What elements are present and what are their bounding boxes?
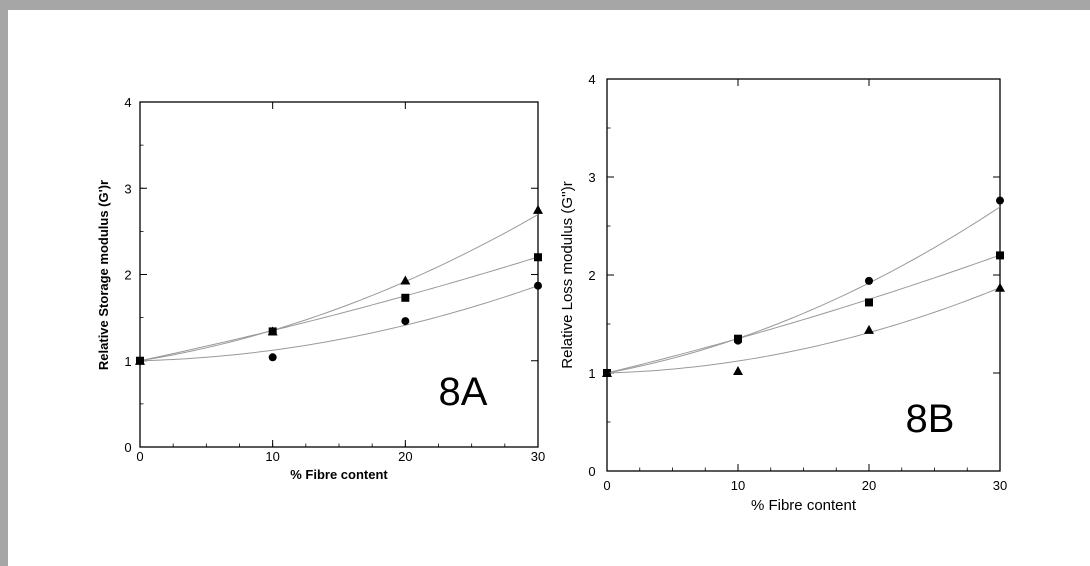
x-tick-label: 20	[862, 478, 876, 493]
panel-label: 8A	[439, 370, 488, 414]
panel-label: 8B	[906, 397, 955, 441]
x-tick-label: 0	[136, 449, 143, 464]
fit-curve-triangle	[139, 214, 539, 362]
fit-curve-circle	[139, 285, 539, 362]
y-tick-label: 2	[588, 268, 595, 283]
y-tick-label: 3	[588, 170, 595, 185]
y-tick-label: 0	[124, 440, 131, 455]
figure-frame	[8, 10, 1090, 566]
chart-panel-8b: 0 10 20 30 0 1 2 3 4 % Fibre content Relative Loss…	[559, 72, 1007, 514]
data-point-triangle	[400, 275, 411, 285]
x-tick-label: 0	[603, 478, 610, 493]
y-tick-label: 2	[124, 268, 131, 283]
y-tick-label: 4	[124, 95, 131, 110]
y-tick-label: 3	[124, 181, 131, 196]
top-border	[0, 0, 1090, 10]
fit-curve-circle	[606, 206, 1001, 374]
data-point-circle	[996, 196, 1004, 205]
data-point-triangle	[864, 324, 874, 334]
x-axis-title: % Fibre content	[751, 497, 857, 514]
y-tick-label: 0	[588, 464, 595, 479]
data-point-circle	[534, 281, 542, 290]
data-point-triangle	[602, 368, 612, 377]
data-point-triangle	[733, 366, 743, 376]
y-tick-label: 1	[588, 366, 595, 381]
data-point-square	[996, 251, 1004, 260]
data-point-circle	[268, 353, 277, 362]
y-tick-label: 4	[588, 72, 595, 87]
x-tick-label: 10	[265, 449, 279, 464]
x-tick-label: 30	[531, 449, 545, 464]
x-axis-title: % Fibre content	[290, 467, 388, 482]
fit-curve-square	[139, 256, 539, 362]
data-point-circle	[401, 317, 410, 326]
fit-curve-triangle	[606, 287, 1001, 374]
y-axis-title: Relative Storage modulus (G')r	[96, 180, 111, 370]
data-point-triangle	[995, 282, 1005, 292]
data-point-triangle	[533, 204, 543, 214]
data-point-square	[734, 334, 742, 343]
data-point-square	[534, 253, 542, 262]
x-tick-label: 10	[731, 478, 745, 493]
fit-curve-square	[606, 254, 1001, 374]
data-point-square	[401, 293, 410, 302]
data-point-square	[865, 298, 873, 307]
chart-panel-8a: 0 10 20 30 0 1 2 3 4 % Fibre content Relative Stor…	[96, 95, 545, 482]
data-point-square	[268, 327, 277, 336]
x-tick-label: 20	[398, 449, 412, 464]
data-point-circle	[136, 356, 144, 365]
data-point-circle	[865, 276, 873, 285]
y-tick-label: 1	[124, 354, 131, 369]
y-axis-title: Relative Loss modulus (G'')r	[559, 181, 576, 368]
x-tick-label: 30	[993, 478, 1007, 493]
